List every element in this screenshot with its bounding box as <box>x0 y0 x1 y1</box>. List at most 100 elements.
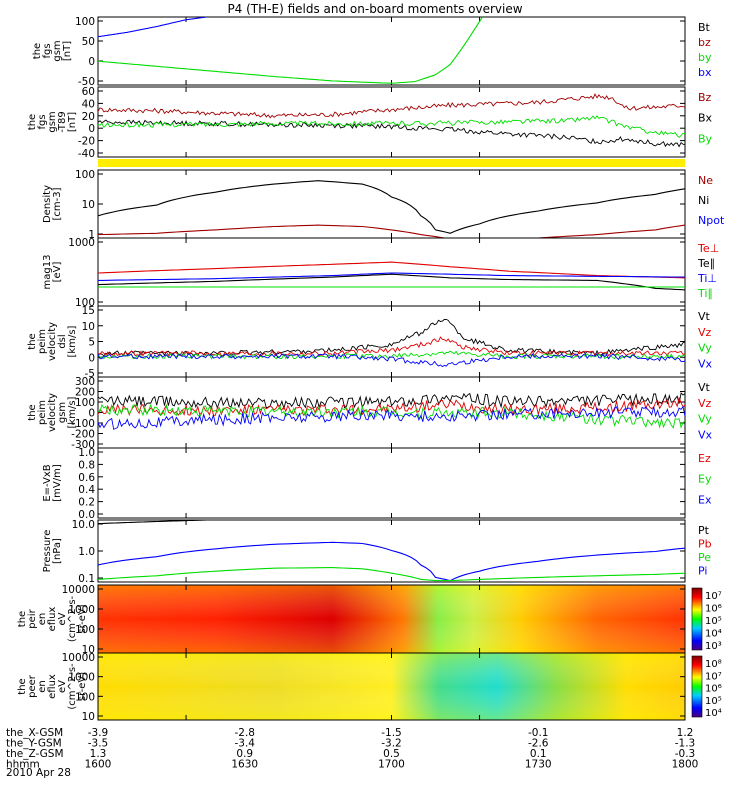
y-tick-label: 100 <box>75 691 95 703</box>
colorbar-tick-label: 10⁸ <box>705 659 722 670</box>
panel-frame <box>97 237 686 307</box>
series-Vx <box>98 353 685 368</box>
series-Te⊥ <box>98 261 685 279</box>
y-tick-label: 0.6 <box>78 472 95 484</box>
y-label-line: the <box>32 43 43 59</box>
y-axis-label: the peer en eflux eV (cm^2-s-sr-eV) <box>17 663 88 710</box>
x-tick-label: -0.3 <box>675 748 696 760</box>
y-tick-label: 20 <box>82 111 95 123</box>
y-tick-label: 100 <box>75 397 95 409</box>
y-tick-label: 200 <box>75 387 95 399</box>
series-By <box>98 115 685 139</box>
colorbar-tick-label: 10⁵ <box>705 616 722 627</box>
colorbar-scale <box>691 655 703 718</box>
y-tick-label: 15 <box>82 305 95 317</box>
legend: Te⊥ Te∥ Ti⊥ Ti∥ <box>697 242 719 300</box>
y-tick-label: 1.0 <box>78 447 95 459</box>
date-label: 2010 Apr 28 <box>6 767 71 779</box>
legend-entry: Npot <box>698 214 725 227</box>
panel-frame <box>97 169 686 239</box>
y-tick-label: 5 <box>88 337 95 349</box>
y-label-line: [km/s] <box>67 396 78 428</box>
y-label-line: the <box>17 611 28 627</box>
y-label-line: eflux <box>47 674 58 699</box>
y-tick-label: -40 <box>78 148 95 160</box>
legend-entry: Ti∥ <box>697 287 713 300</box>
series-group <box>98 392 685 430</box>
y-label-line: fgs <box>42 43 53 58</box>
x-axis-labels: the_X-GSM -3.9 -2.8 -1.5 -0.1 1.2 the_Y-GSM -3.… <box>6 727 698 771</box>
colorbar-tick-label: 10³ <box>705 641 722 652</box>
y-axis-label: the fgs gsm -T89 [nT] <box>27 111 78 133</box>
x-tick-label: 1.3 <box>90 748 107 760</box>
panel-velocity_dsl: 15 10 5 0 -5 the peim velocity dsl [km/s] Vt Vz Vy Vx <box>27 305 713 380</box>
y-label-line: the <box>27 333 38 349</box>
y-label-line: [eV] <box>52 262 63 283</box>
legend-entry: Te⊥ <box>697 242 719 255</box>
y-label-line: peim <box>37 329 48 354</box>
legend-entry: Ex <box>698 493 712 506</box>
series-Te∥ <box>98 273 685 291</box>
y-tick-label: -5 <box>85 368 95 380</box>
series-Ni <box>98 180 685 234</box>
y-tick-label: 1 <box>88 229 95 241</box>
legend-entry: By <box>698 132 713 145</box>
y-label-line: peir <box>27 608 38 628</box>
y-label-line: en <box>37 680 48 693</box>
legend-entry: Ey <box>698 473 712 486</box>
legend-entry: bx <box>698 66 712 79</box>
y-axis-label: the peim velocity dsl [km/s] <box>27 322 78 361</box>
series-Vz <box>98 336 685 357</box>
y-label-line: sr-eV) <box>77 604 88 633</box>
panel-fgs_gsm: 100 50 0 -50 the fgs gsm [nT] Bt bz by bx <box>32 16 712 88</box>
legend-entry: by <box>698 51 712 64</box>
y-label-line: [nPa] <box>52 538 63 564</box>
y-label-line: peim <box>37 400 48 425</box>
y-label-line: velocity <box>47 322 58 361</box>
y-label-line: gsm <box>57 402 68 423</box>
colorbar-tick-label: 10⁶ <box>705 684 722 695</box>
colorbar-tick-label: 10⁴ <box>705 708 722 719</box>
y-label-line: the <box>17 678 28 694</box>
legend-entry: Vz <box>698 326 712 339</box>
y-tick-label: 0 <box>88 408 95 420</box>
y-tick-label: 0.0 <box>78 509 95 521</box>
series-Pt <box>98 520 207 525</box>
legend: Ez Ey Ex <box>698 452 712 506</box>
y-tick-label: 100 <box>75 16 95 28</box>
legend: Vt Vz Vy Vx <box>698 310 713 370</box>
x-tick-label: 1700 <box>378 759 405 771</box>
x-tick-label: -1.5 <box>381 727 402 739</box>
y-label-line: dsl <box>57 334 68 348</box>
x-tick-label: -0.1 <box>528 727 549 739</box>
y-tick-label: 0.1 <box>78 573 95 585</box>
x-tick-label: 0.9 <box>236 748 253 760</box>
y-tick-label: 0 <box>88 56 95 68</box>
legend: Bz Bx By <box>698 91 713 145</box>
y-axis-label: Pressure [nPa] <box>42 530 63 573</box>
y-tick-label: -50 <box>78 76 95 88</box>
legend-entry: Bx <box>698 112 713 125</box>
legend-entry: Vy <box>698 342 712 355</box>
y-tick-label: 0.8 <box>78 459 95 471</box>
legend-entry: Vt <box>698 310 711 323</box>
series-group <box>98 318 685 368</box>
x-tick-label: 1.2 <box>677 727 694 739</box>
legend: Ne Ni Npot <box>698 174 725 227</box>
y-label-line: fgs <box>37 114 48 129</box>
y-label-line: velocity <box>47 393 58 432</box>
legend-entry: Pt <box>698 524 710 537</box>
x-tick-label: -3.2 <box>381 738 402 750</box>
series-group <box>98 261 685 291</box>
y-tick-label: 0 <box>88 123 95 135</box>
legend-entry: Bz <box>698 91 712 104</box>
panel-frame <box>97 16 686 86</box>
y-tick-label: 0.4 <box>78 484 95 496</box>
x-tick-label: -3.5 <box>88 738 109 750</box>
y-label-line: E=-VxB <box>42 464 53 501</box>
legend-entry: Vz <box>698 397 712 410</box>
legend-entry: Te∥ <box>697 257 715 270</box>
